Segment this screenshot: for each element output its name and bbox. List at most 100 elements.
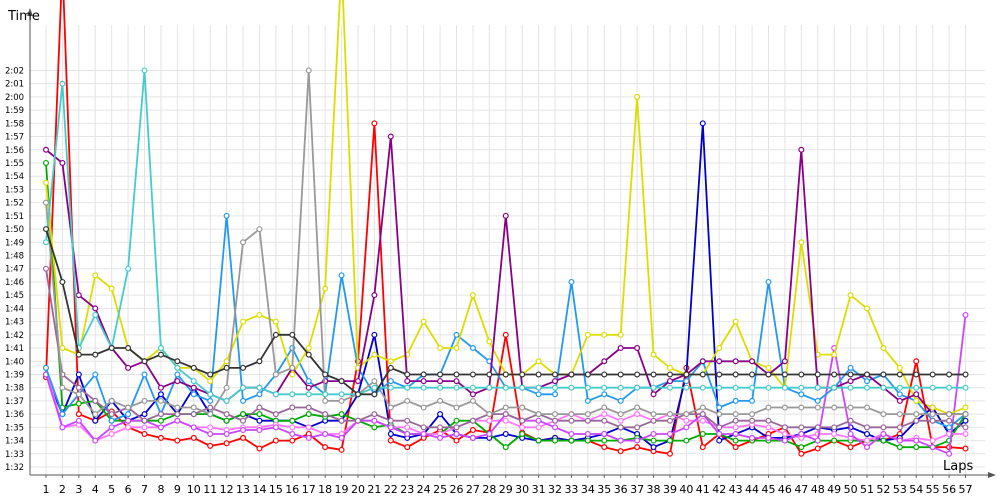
data-point [305, 411, 312, 418]
data-point [831, 430, 838, 437]
data-point [437, 384, 444, 391]
data-point [437, 411, 444, 418]
data-point [157, 411, 164, 418]
data-point [75, 371, 82, 378]
data-point [108, 285, 115, 292]
x-tick-label: 7 [141, 483, 148, 496]
data-point [880, 411, 887, 418]
data-point [92, 305, 99, 312]
data-point [601, 417, 608, 424]
y-tick-label: 1:52 [5, 199, 24, 209]
data-point [601, 391, 608, 398]
y-axis-title: Time [7, 9, 40, 24]
data-point [798, 444, 805, 451]
data-point [962, 384, 969, 391]
data-point [174, 364, 181, 371]
data-point [453, 331, 460, 338]
data-point [535, 411, 542, 418]
data-point [781, 371, 788, 378]
data-point [157, 417, 164, 424]
data-point [256, 384, 263, 391]
data-point [469, 434, 476, 441]
y-tick-label: 1:57 [5, 133, 24, 143]
data-point [240, 318, 247, 325]
data-point [502, 444, 509, 451]
data-point [272, 411, 279, 418]
data-point [831, 404, 838, 411]
data-point [650, 437, 657, 444]
data-point [896, 437, 903, 444]
data-point [289, 424, 296, 431]
data-point [732, 397, 739, 404]
data-point [502, 212, 509, 219]
data-point [946, 417, 953, 424]
data-point [601, 358, 608, 365]
data-point [223, 212, 230, 219]
data-point [190, 404, 197, 411]
data-point [699, 371, 706, 378]
data-point [125, 404, 132, 411]
data-point [108, 424, 115, 431]
data-point [617, 345, 624, 352]
x-tick-label: 6 [125, 483, 132, 496]
data-point [437, 397, 444, 404]
x-tick-label: 52 [876, 483, 890, 496]
data-point [256, 417, 263, 424]
x-tick-label: 46 [778, 483, 792, 496]
data-point [765, 278, 772, 285]
data-point [847, 292, 854, 299]
data-point [420, 424, 427, 431]
y-tick-label: 1:38 [5, 384, 24, 394]
data-point [913, 444, 920, 451]
data-point [519, 424, 526, 431]
data-point [699, 404, 706, 411]
x-tick-label: 17 [302, 483, 316, 496]
data-point [913, 391, 920, 398]
x-tick-label: 45 [761, 483, 775, 496]
data-point [207, 424, 214, 431]
x-tick-label: 10 [187, 483, 201, 496]
data-point [207, 371, 214, 378]
x-tick-label: 55 [926, 483, 940, 496]
x-tick-label: 32 [548, 483, 562, 496]
data-point [732, 437, 739, 444]
data-point [420, 378, 427, 385]
data-point [831, 351, 838, 358]
x-tick-label: 38 [647, 483, 661, 496]
data-point [732, 430, 739, 437]
x-tick-label: 29 [499, 483, 513, 496]
x-tick-label: 4 [92, 483, 99, 496]
data-point [765, 404, 772, 411]
data-point [108, 417, 115, 424]
data-point [650, 384, 657, 391]
x-tick-label: 2 [59, 483, 66, 496]
x-tick-label: 30 [515, 483, 529, 496]
y-tick-label: 1:43 [5, 318, 24, 328]
data-point [141, 397, 148, 404]
data-point [699, 358, 706, 365]
data-point [387, 358, 394, 365]
data-point [716, 430, 723, 437]
data-point [469, 397, 476, 404]
x-tick-label: 21 [367, 483, 381, 496]
data-point [75, 384, 82, 391]
data-point [699, 430, 706, 437]
data-point [437, 434, 444, 441]
data-point [420, 404, 427, 411]
data-point [207, 397, 214, 404]
y-axis-arrow [27, 8, 33, 16]
data-point [42, 226, 49, 233]
data-point [125, 265, 132, 272]
data-point [666, 411, 673, 418]
data-point [92, 371, 99, 378]
data-point [59, 345, 66, 352]
data-point [404, 384, 411, 391]
data-point [584, 397, 591, 404]
data-point [584, 331, 591, 338]
data-point [289, 430, 296, 437]
data-point [683, 411, 690, 418]
data-point [272, 391, 279, 398]
data-point [896, 411, 903, 418]
x-tick-label: 54 [909, 483, 923, 496]
data-point [502, 384, 509, 391]
